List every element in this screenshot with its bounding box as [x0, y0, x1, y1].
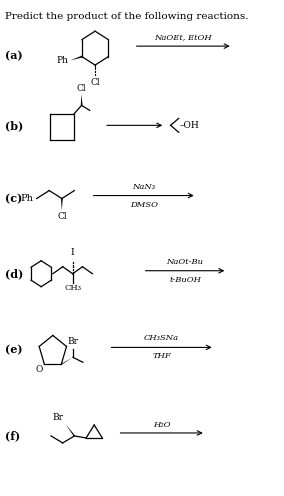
Text: NaOEt, EtOH: NaOEt, EtOH	[154, 34, 212, 42]
Text: THF: THF	[152, 352, 171, 361]
Text: Cl: Cl	[77, 84, 86, 93]
Polygon shape	[61, 198, 63, 210]
Polygon shape	[60, 357, 73, 364]
Text: NaN₃: NaN₃	[132, 183, 155, 190]
Polygon shape	[65, 424, 75, 436]
Text: Ph: Ph	[20, 194, 33, 203]
Polygon shape	[70, 56, 82, 61]
Text: O: O	[35, 365, 43, 374]
Text: t-BuOH: t-BuOH	[169, 276, 201, 284]
Text: CH₃SNa: CH₃SNa	[144, 334, 179, 342]
Text: (b): (b)	[5, 120, 24, 131]
Text: Br: Br	[68, 337, 78, 346]
Text: NaOt-Bu: NaOt-Bu	[166, 258, 204, 266]
Text: (f): (f)	[5, 431, 20, 441]
Text: (d): (d)	[5, 268, 24, 279]
Text: DMSO: DMSO	[130, 200, 158, 208]
Text: Cl: Cl	[90, 78, 100, 87]
Text: Cl: Cl	[57, 211, 67, 221]
Text: (c): (c)	[5, 193, 22, 204]
Text: H₂O: H₂O	[153, 421, 170, 429]
Text: (e): (e)	[5, 344, 23, 355]
Text: Predict the product of the following reactions.: Predict the product of the following rea…	[5, 11, 249, 20]
Text: (a): (a)	[5, 51, 23, 62]
Text: I: I	[71, 248, 74, 257]
Text: CH₃: CH₃	[64, 284, 81, 292]
Text: Ph: Ph	[57, 56, 68, 65]
Text: –OH: –OH	[179, 121, 199, 130]
Text: Br: Br	[53, 413, 64, 422]
Polygon shape	[81, 94, 83, 105]
